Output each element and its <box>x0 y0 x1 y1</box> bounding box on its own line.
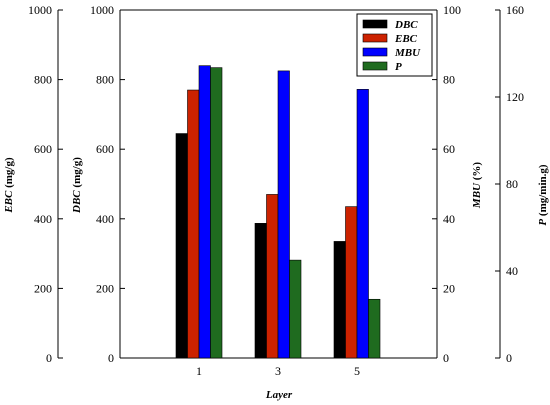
bar-ebc-layer-5 <box>345 206 358 359</box>
bar-mbu-layer-3 <box>277 70 290 359</box>
dbc-tick-label: 200 <box>96 281 114 295</box>
bar-p-layer-5 <box>368 298 381 359</box>
x-axis-title: Layer <box>265 389 293 401</box>
p-tick-label: 40 <box>506 264 518 278</box>
legend-swatch-dbc <box>362 19 388 29</box>
bar-p-layer-1 <box>210 67 223 359</box>
legend-swatch-mbu <box>362 47 388 57</box>
bar-dbc-layer-5 <box>333 241 346 359</box>
mbu-tick-label: 0 <box>443 351 449 365</box>
legend-swatch-p <box>362 61 388 71</box>
bar-mbu-layer-5 <box>356 89 369 359</box>
bars-layer <box>175 65 381 359</box>
x-tick-label: 5 <box>354 364 360 378</box>
mbu-axis-title: MBU (%) <box>471 162 483 209</box>
ebc-tick-label: 400 <box>34 212 52 226</box>
bar-mbu-layer-1 <box>198 65 211 359</box>
mbu-tick-label: 20 <box>443 281 455 295</box>
dbc-axis-title: DBC (mg/g) <box>71 157 83 214</box>
legend-label-dbc: DBC <box>394 19 418 31</box>
mbu-tick-label: 40 <box>443 212 455 226</box>
p-axis-title: P (mg/min.g) <box>537 164 549 225</box>
mbu-tick-label: 100 <box>443 3 461 17</box>
ebc-axis-title: EBC (mg/g) <box>3 157 15 214</box>
dbc-tick-label: 0 <box>108 351 114 365</box>
x-tick-label: 3 <box>275 364 281 378</box>
legend-label-ebc: EBC <box>394 33 418 45</box>
bar-dbc-layer-1 <box>175 133 188 359</box>
bar-ebc-layer-1 <box>187 89 200 359</box>
bar-p-layer-3 <box>289 259 302 359</box>
ebc-tick-label: 800 <box>34 73 52 87</box>
dbc-tick-label: 600 <box>96 142 114 156</box>
dbc-tick-label: 1000 <box>90 3 114 17</box>
bar-ebc-layer-3 <box>266 194 279 359</box>
dbc-tick-label: 400 <box>96 212 114 226</box>
legend: DBC EBC MBU P <box>356 13 433 77</box>
mbu-tick-label: 60 <box>443 142 455 156</box>
legend-swatch-ebc <box>362 33 388 43</box>
p-tick-label: 0 <box>506 351 512 365</box>
mbu-tick-label: 80 <box>443 73 455 87</box>
legend-label-p: P <box>395 61 402 73</box>
bar-dbc-layer-3 <box>254 223 267 359</box>
ebc-tick-label: 200 <box>34 281 52 295</box>
x-tick-label: 1 <box>196 364 202 378</box>
ebc-tick-label: 0 <box>46 351 52 365</box>
p-tick-label: 160 <box>506 3 524 17</box>
ebc-tick-label: 1000 <box>28 3 52 17</box>
p-tick-label: 80 <box>506 177 518 191</box>
legend-label-mbu: MBU <box>394 47 421 59</box>
dbc-tick-label: 800 <box>96 73 114 87</box>
p-tick-label: 120 <box>506 90 524 104</box>
ebc-tick-label: 600 <box>34 142 52 156</box>
